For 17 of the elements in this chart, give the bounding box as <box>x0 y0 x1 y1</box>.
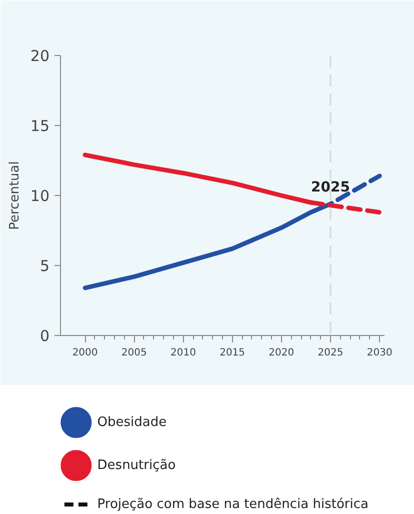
x-tick-label: 2005 <box>121 348 147 358</box>
x-tick-label: 2000 <box>72 348 98 358</box>
x-tick-label: 2015 <box>220 348 246 358</box>
y-tick-label: 0 <box>40 327 50 345</box>
y-tick-label: 10 <box>30 187 50 205</box>
x-tick-label: 2025 <box>318 348 344 358</box>
x-tick-label: 2010 <box>170 348 196 358</box>
legend-label: Obesidade <box>97 415 167 430</box>
x-tick-label: 2020 <box>268 348 294 358</box>
legend-label: Desnutrição <box>97 458 176 473</box>
text: Projeção com base na tendência histórica <box>97 497 368 512</box>
ref-line-label: 2025 <box>311 179 350 196</box>
y-tick-label: 20 <box>30 47 50 65</box>
x-tick-label: 2030 <box>366 348 392 358</box>
y-tick-label: 15 <box>30 117 50 135</box>
y-tick-label: 5 <box>40 257 50 275</box>
y-axis-title: Percentual <box>7 161 22 230</box>
